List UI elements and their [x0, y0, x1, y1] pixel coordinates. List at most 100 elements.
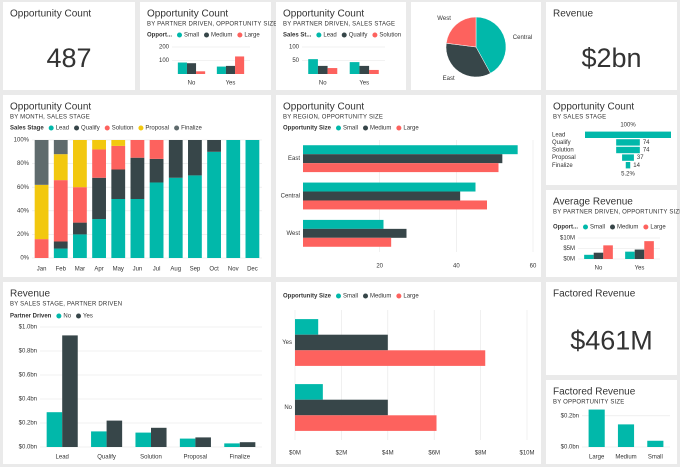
x-tick-label: 40: [453, 264, 460, 270]
tile-title: Factored Revenue: [553, 289, 636, 300]
y-tick-label: 80%: [17, 161, 30, 167]
tile: [276, 282, 541, 464]
funnel-bar: [616, 146, 640, 154]
bar: [327, 68, 338, 74]
bar: [317, 65, 328, 74]
legend-marker: [237, 32, 243, 38]
legend-marker: [363, 125, 369, 131]
legend-marker: [177, 32, 182, 38]
legend-label: Yes: [83, 314, 93, 320]
bar: [239, 442, 256, 447]
tile: [3, 2, 135, 90]
x-tick-label: Yes: [226, 81, 236, 87]
tile-subtitle: BY PARTNER DRIVEN, SALES STAGE: [283, 22, 395, 28]
bar: [135, 432, 151, 447]
y-tick-label: $10M: [560, 236, 575, 242]
legend-marker: [104, 125, 110, 131]
bar: [303, 219, 384, 229]
y-tick-label: West: [286, 231, 300, 237]
bar: [195, 437, 211, 447]
bar: [62, 335, 78, 447]
bar-segment: [226, 140, 241, 258]
legend-marker: [174, 125, 180, 131]
funnel-category: Lead: [552, 132, 565, 138]
pie-label: West: [437, 16, 451, 22]
bar: [303, 163, 499, 173]
y-tick-label: 200: [159, 45, 170, 51]
bar: [625, 251, 635, 259]
funnel-bar: [622, 154, 634, 161]
pie-slice: [475, 16, 507, 74]
x-tick-label: Jul: [153, 267, 161, 273]
funnel-category: Qualify: [552, 140, 571, 146]
legend-marker: [48, 125, 54, 131]
bar: [295, 384, 323, 400]
pie-label: Central: [513, 35, 532, 41]
legend-label: Small: [343, 126, 358, 132]
legend-title: Opportunity Size: [283, 126, 332, 132]
x-tick-label: $10M: [519, 451, 534, 457]
bar-segment: [130, 140, 145, 158]
bar: [46, 412, 63, 447]
tile-title: Average Revenue: [553, 197, 633, 208]
bar-segment: [149, 182, 164, 258]
bar-segment: [53, 180, 68, 242]
legend-label: Medium: [370, 126, 391, 132]
bar: [196, 71, 206, 74]
bar: [295, 319, 319, 335]
legend-label: Lead: [56, 126, 69, 132]
bar-segment: [188, 175, 202, 258]
bar-segment: [53, 248, 68, 258]
tile-subtitle: BY MONTH, SALES STAGE: [10, 115, 90, 121]
bar-segment: [245, 140, 260, 258]
tile-title: Opportunity Count: [283, 9, 364, 20]
bar-segment: [111, 169, 126, 199]
x-tick-label: Solution: [140, 455, 162, 461]
y-tick-label: $0.6bn: [19, 373, 37, 379]
y-tick-label: 100%: [14, 138, 30, 144]
tile: [546, 190, 677, 277]
bar-segment: [34, 184, 49, 240]
funnel-value-label: 37: [637, 155, 644, 161]
bar: [235, 56, 245, 74]
bar-segment: [168, 140, 183, 178]
bar: [303, 237, 392, 247]
legend-title: Sales St...: [283, 33, 312, 39]
x-tick-label: $2M: [336, 451, 348, 457]
legend-title: Opportunity Size: [283, 294, 332, 300]
bar-segment: [92, 140, 106, 150]
legend-label: Medium: [617, 225, 638, 231]
legend-label: Proposal: [145, 126, 169, 132]
bar-segment: [130, 199, 145, 258]
legend-marker: [396, 293, 402, 299]
x-tick-label: Lead: [56, 455, 69, 461]
x-tick-label: Jan: [37, 267, 47, 273]
x-tick-label: May: [113, 267, 124, 273]
bar: [308, 59, 318, 74]
x-tick-label: Qualify: [97, 455, 116, 461]
bar: [179, 438, 196, 447]
legend-marker: [138, 125, 144, 131]
y-tick-label: 20%: [17, 232, 30, 238]
y-tick-label: $0.0bn: [19, 445, 37, 451]
tile-title: Revenue: [553, 9, 593, 20]
bar: [588, 409, 605, 447]
bar-segment: [111, 199, 126, 258]
funnel-category: Solution: [552, 148, 574, 154]
tile: [140, 2, 271, 90]
funnel-category: Finalize: [552, 163, 573, 169]
y-tick-label: 60%: [17, 185, 30, 191]
card-value: $461M: [570, 326, 653, 356]
bar-segment: [53, 241, 68, 249]
tile: [546, 2, 677, 90]
bar-segment: [73, 222, 87, 235]
x-tick-label: Nov: [228, 267, 239, 273]
legend-marker: [372, 32, 378, 38]
bar-segment: [207, 140, 221, 152]
x-tick-label: Small: [648, 455, 663, 461]
pie-slice: [445, 42, 491, 78]
funnel-value-label: 74: [643, 140, 650, 146]
bar: [224, 443, 240, 447]
bar-segment: [111, 145, 126, 170]
tile-title: Opportunity Count: [10, 9, 91, 20]
